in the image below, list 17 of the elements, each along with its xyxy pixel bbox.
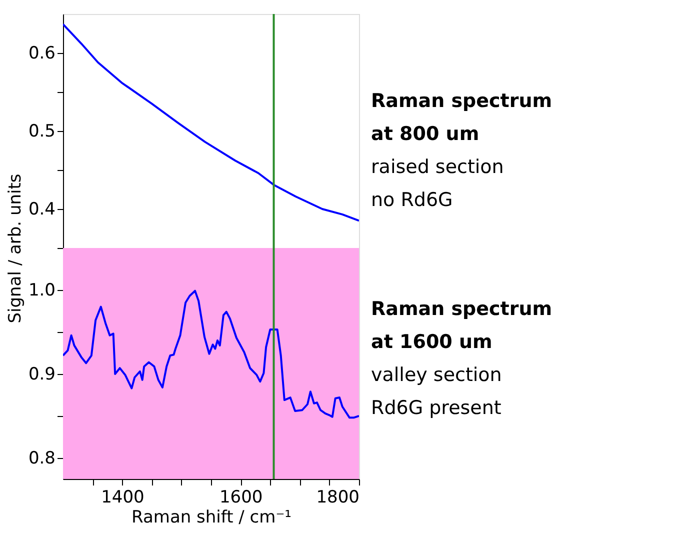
y-tick-label: 0.6 [28, 44, 56, 64]
y-tick-label: 0.9 [28, 364, 56, 384]
x-tick-label: 1600 [219, 488, 263, 508]
y-tick-label: 1.0 [28, 280, 56, 300]
text: valley section [371, 364, 502, 386]
y-axis-title: Signal / arb. units [5, 174, 26, 324]
y-tick-label: 0.8 [28, 448, 56, 468]
y-tick-label: 0.4 [28, 200, 56, 220]
line-series [63, 23, 359, 222]
x-tick-label: 1400 [101, 488, 144, 508]
x-tick-label: 1800 [316, 488, 360, 508]
y-tick-label: 0.5 [28, 122, 56, 142]
text: no Rd6G [371, 189, 453, 211]
text: Rd6G present [371, 397, 502, 419]
line-series [63, 290, 359, 419]
x-axis-title: Raman shift / cm⁻¹ [132, 508, 292, 528]
text: raised section [371, 156, 504, 178]
